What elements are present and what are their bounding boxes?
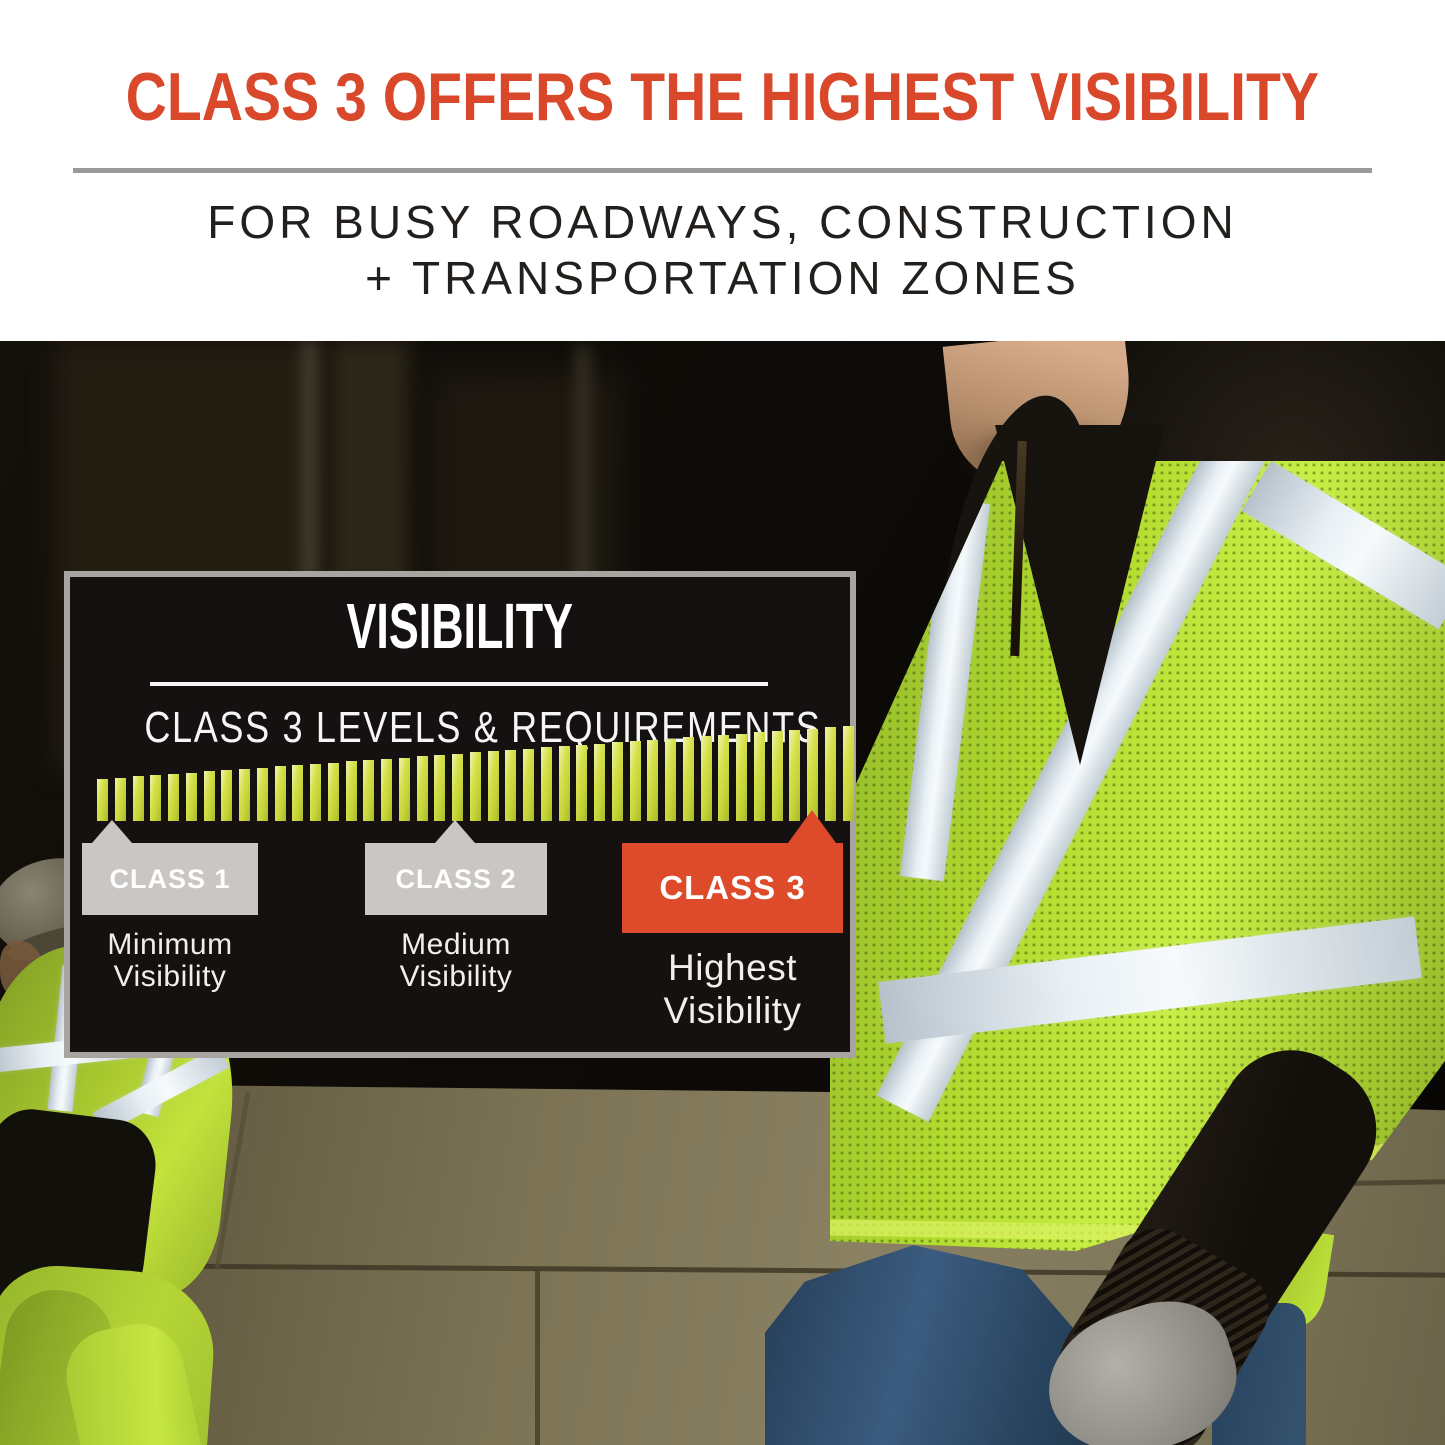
visibility-bar: [807, 729, 818, 821]
headline-text: CLASS 3 OFFERS THE HIGHEST VISIBILITY: [125, 59, 1320, 135]
class-2-pointer: [435, 820, 475, 843]
header-subtitle: FOR BUSY ROADWAYS, CONSTRUCTION + TRANSP…: [207, 196, 1238, 305]
visibility-bar: [629, 741, 641, 821]
visibility-bar: [398, 758, 410, 821]
visibility-bar: [718, 735, 730, 821]
visibility-bar: [97, 779, 108, 821]
class-2-tab: CLASS 2: [365, 843, 547, 915]
visibility-bar: [168, 774, 179, 821]
visibility-bar: [203, 771, 215, 821]
class-2-description: Medium Visibility: [399, 928, 513, 994]
visibility-bar: [221, 770, 233, 821]
visibility-bar: [611, 742, 623, 821]
visibility-bar: [469, 752, 481, 821]
visibility-bar: [842, 726, 854, 821]
background-light-streak: [300, 341, 320, 581]
visibility-bar: [381, 759, 392, 821]
visibility-bar: [487, 751, 499, 821]
visibility-bar: [114, 778, 126, 821]
visibility-bar: [523, 749, 534, 821]
visibility-bar: [434, 755, 446, 821]
visibility-bar: [771, 731, 783, 821]
infographic-title-text: VISIBILITY: [346, 590, 574, 662]
visibility-bar: [327, 763, 339, 821]
visibility-bar: [452, 754, 463, 821]
visibility-bar: [239, 769, 250, 821]
class-1-tab: CLASS 1: [82, 843, 258, 915]
class-1-pointer: [92, 820, 132, 843]
visibility-bar: [789, 730, 801, 821]
headline: CLASS 3 OFFERS THE HIGHEST VISIBILITY: [0, 58, 1445, 136]
visibility-bar: [505, 750, 517, 821]
visibility-bars: [97, 726, 854, 821]
header-section: CLASS 3 OFFERS THE HIGHEST VISIBILITY FO…: [0, 0, 1445, 341]
visibility-bar: [665, 739, 676, 821]
visibility-bar: [345, 761, 357, 821]
class-1-description: Minimum Visibility: [107, 928, 233, 994]
visibility-bar: [256, 768, 268, 821]
visibility-bar: [310, 764, 321, 821]
visibility-bar: [824, 727, 836, 821]
visibility-bar: [292, 765, 304, 821]
visibility-bar: [700, 736, 712, 821]
infographic-title: VISIBILITY: [70, 589, 850, 663]
class-3-description: Highest Visibility: [663, 947, 802, 1031]
barrier-crack: [535, 1271, 540, 1445]
visibility-bar: [682, 737, 694, 821]
visibility-bar: [647, 740, 659, 821]
visibility-bar: [736, 734, 747, 821]
visibility-bar: [150, 775, 162, 821]
visibility-infographic: VISIBILITY CLASS 3 LEVELS & REQUIREMENTS…: [64, 571, 856, 1058]
infographic-divider: [150, 682, 768, 686]
visibility-bar: [753, 732, 765, 821]
visibility-bar: [274, 766, 286, 821]
reflective-stripe: [900, 498, 990, 882]
visibility-bar: [363, 760, 375, 821]
reflective-stripe: [1241, 461, 1445, 630]
visibility-bar: [594, 744, 605, 821]
class-3-pointer: [788, 810, 836, 843]
visibility-bar: [416, 756, 428, 821]
visibility-bar: [185, 773, 197, 821]
visibility-bar: [540, 747, 552, 821]
visibility-bar: [558, 746, 570, 821]
class-3-tab: CLASS 3: [622, 843, 843, 933]
visibility-bar: [132, 776, 144, 821]
header-divider: [73, 168, 1372, 173]
visibility-bar: [576, 745, 588, 821]
